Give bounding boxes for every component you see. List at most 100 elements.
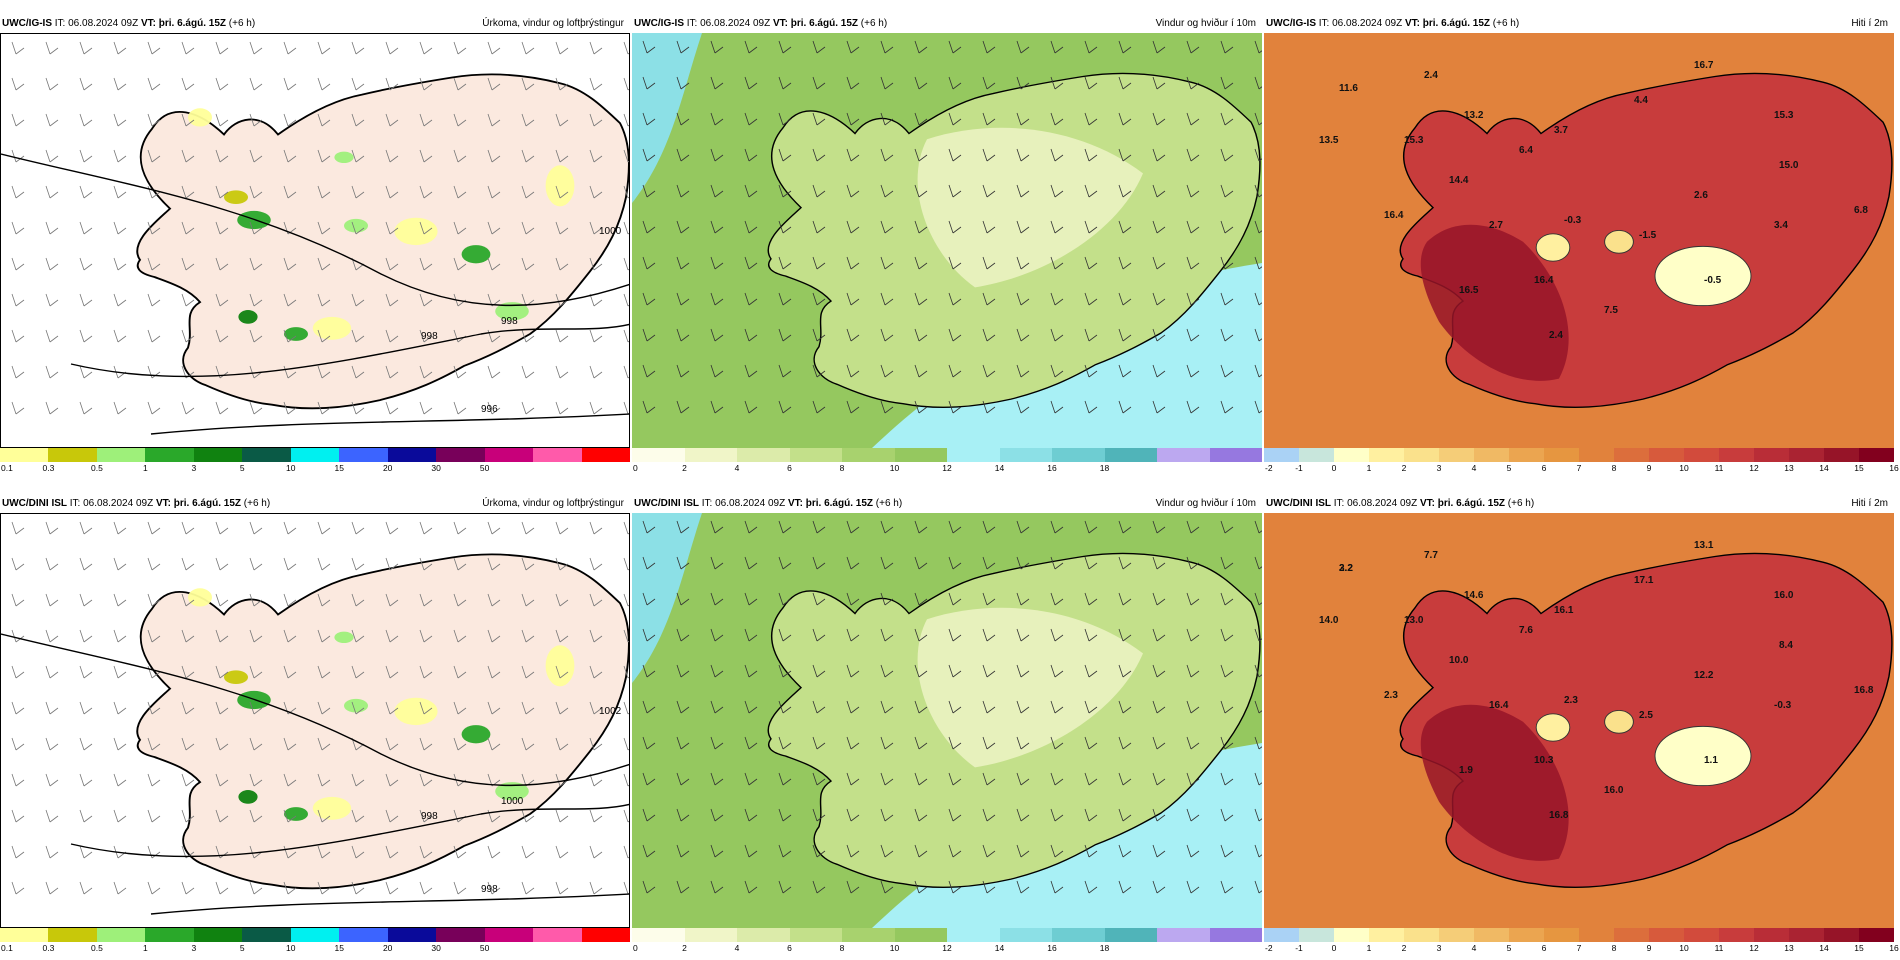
wind-arrow bbox=[1152, 520, 1166, 534]
wind-arrow bbox=[642, 628, 656, 642]
wind-arrow bbox=[351, 293, 365, 307]
wind-arrow bbox=[1118, 40, 1132, 54]
temp-label: 8.4 bbox=[1779, 640, 1793, 651]
colorbar-swatches bbox=[632, 928, 1262, 942]
wind-arrow bbox=[521, 257, 535, 271]
wind-arrow bbox=[283, 521, 297, 535]
wind-arrow bbox=[778, 664, 792, 678]
colorbar-swatches bbox=[0, 448, 631, 462]
temp-label: 2.4 bbox=[1424, 70, 1438, 81]
wind-arrow bbox=[589, 329, 603, 343]
wind-arrow bbox=[1220, 736, 1234, 750]
wind-arrow bbox=[710, 328, 724, 342]
wind-arrow bbox=[982, 400, 996, 414]
wind-arrow bbox=[317, 293, 331, 307]
wind-arrow bbox=[812, 292, 826, 306]
wind-arrow bbox=[487, 701, 501, 715]
wind-arrow bbox=[249, 629, 263, 643]
wind-arrow bbox=[11, 701, 25, 715]
wind-arrow bbox=[623, 149, 629, 163]
wind-arrow bbox=[1186, 220, 1200, 234]
wind-arrow bbox=[1084, 664, 1098, 678]
wind-arrow bbox=[555, 365, 569, 379]
wind-arrow bbox=[283, 77, 297, 91]
colorbar-swatch bbox=[96, 448, 146, 462]
colorbar-swatch bbox=[1157, 928, 1210, 942]
wind-arrow bbox=[1050, 808, 1064, 822]
wind-arrow bbox=[521, 557, 535, 571]
wind-arrow bbox=[79, 593, 93, 607]
wind-arrow bbox=[555, 557, 569, 571]
wind-arrow bbox=[812, 772, 826, 786]
precip-area bbox=[284, 327, 308, 341]
wind-arrow bbox=[79, 701, 93, 715]
wind-arrow bbox=[419, 845, 433, 859]
wind-arrow bbox=[487, 665, 501, 679]
isobar-label: 1002 bbox=[599, 706, 622, 717]
colorbar-ticks: -2-10123456789101112131415161718 bbox=[1264, 942, 1899, 956]
wind-arrow bbox=[1254, 880, 1262, 894]
wind-arrow bbox=[249, 737, 263, 751]
wind-arrow bbox=[147, 257, 161, 271]
wind-arrow bbox=[215, 665, 229, 679]
colorbar-tick-label: 50 bbox=[479, 463, 490, 473]
wind-arrow bbox=[419, 629, 433, 643]
wind-arrow bbox=[642, 364, 656, 378]
wind-arrow bbox=[1118, 880, 1132, 894]
wind-arrow bbox=[846, 184, 860, 198]
wind-arrow bbox=[487, 41, 501, 55]
wind-arrow bbox=[283, 41, 297, 55]
wind-arrow bbox=[147, 701, 161, 715]
wind-arrow bbox=[589, 257, 603, 271]
wind-arrow bbox=[487, 845, 501, 859]
wind-arrow bbox=[215, 77, 229, 91]
wind-arrow bbox=[778, 556, 792, 570]
wind-arrow bbox=[283, 737, 297, 751]
wind-arrow bbox=[555, 881, 569, 895]
wind-arrow bbox=[880, 220, 894, 234]
wind-arrow bbox=[1084, 844, 1098, 858]
wind-arrow bbox=[215, 41, 229, 55]
wind-arrow bbox=[45, 737, 59, 751]
colorbar-swatch bbox=[1474, 448, 1509, 462]
wind-arrow bbox=[948, 592, 962, 606]
wind-arrow bbox=[1118, 328, 1132, 342]
wind-arrow bbox=[744, 292, 758, 306]
colorbar-swatch bbox=[1614, 928, 1649, 942]
wind-arrow bbox=[744, 76, 758, 90]
colorbar: 0.1 0.3 0.5 1 3 5 10 15 20 30 50 bbox=[0, 928, 631, 960]
wind-arrow bbox=[812, 556, 826, 570]
wind-arrow bbox=[710, 772, 724, 786]
wind-arrow bbox=[1254, 148, 1262, 162]
wind-arrow bbox=[982, 772, 996, 786]
wind-arrow bbox=[1220, 400, 1234, 414]
colorbar-swatches bbox=[1264, 928, 1894, 942]
colorbar-tick-label: 2 bbox=[682, 463, 687, 473]
wind-arrow bbox=[79, 149, 93, 163]
wind-arrow bbox=[181, 221, 195, 235]
wind-arrow bbox=[181, 701, 195, 715]
wind-arrow bbox=[419, 401, 433, 415]
wind-arrow bbox=[45, 365, 59, 379]
wind-arrow bbox=[1118, 112, 1132, 126]
colorbar-swatch bbox=[1579, 928, 1614, 942]
temp-label: -0.3 bbox=[1564, 215, 1582, 226]
wind-arrow bbox=[1016, 700, 1030, 714]
wind-arrow bbox=[1152, 184, 1166, 198]
colorbar-swatch bbox=[145, 448, 194, 462]
wind-arrow bbox=[249, 257, 263, 271]
wind-arrow bbox=[317, 773, 331, 787]
wind-arrow bbox=[914, 664, 928, 678]
wind-arrow bbox=[880, 736, 894, 750]
temp-label: -0.5 bbox=[1704, 275, 1722, 286]
wind-arrow bbox=[623, 665, 629, 679]
colorbar-swatch bbox=[1509, 928, 1544, 942]
wind-arrow bbox=[642, 556, 656, 570]
wind-arrow bbox=[642, 880, 656, 894]
valid-time: þri. 6.ágú. 15Z bbox=[173, 498, 241, 509]
wind-arrow bbox=[521, 809, 535, 823]
wind-arrow bbox=[710, 808, 724, 822]
wind-arrow bbox=[778, 112, 792, 126]
wind-arrow bbox=[744, 772, 758, 786]
wind-arrow bbox=[113, 113, 127, 127]
